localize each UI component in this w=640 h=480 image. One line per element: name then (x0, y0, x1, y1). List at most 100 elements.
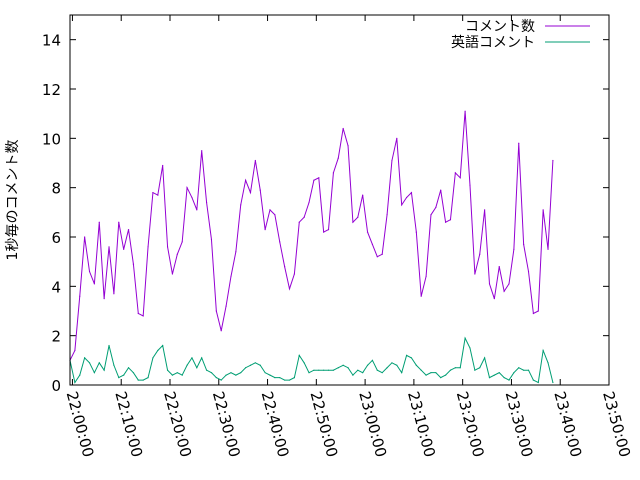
data-point (191, 357, 193, 359)
x-tick-label: 22:00:00 (63, 389, 98, 459)
data-point (357, 369, 359, 371)
data-point (303, 216, 305, 218)
data-point (274, 377, 276, 379)
data-point (440, 189, 442, 191)
data-point (362, 372, 364, 374)
data-point (103, 298, 105, 300)
data-point (157, 194, 159, 196)
data-point (513, 372, 515, 374)
data-point (181, 374, 183, 376)
data-point (503, 290, 505, 292)
data-point (279, 377, 281, 379)
data-point (415, 231, 417, 233)
data-point (493, 298, 495, 300)
data-point (474, 369, 476, 371)
data-point (132, 263, 135, 265)
data-point (386, 367, 388, 369)
x-tick-label: 22:20:00 (160, 389, 195, 459)
data-point (479, 253, 481, 255)
y-tick-label: 8 (51, 180, 61, 198)
data-point (376, 256, 378, 258)
data-point (479, 367, 481, 369)
x-tick-label: 22:30:00 (209, 389, 244, 459)
data-point (493, 374, 495, 376)
data-point (527, 369, 530, 371)
data-point (508, 283, 510, 285)
data-point (347, 145, 349, 147)
data-point (440, 377, 442, 379)
data-point (93, 372, 95, 374)
data-point (108, 344, 110, 347)
data-point (298, 354, 300, 356)
x-tick-label: 23:40:00 (550, 389, 585, 459)
data-point (542, 349, 544, 352)
data-point (288, 379, 291, 381)
data-point (103, 369, 105, 371)
data-point (235, 374, 237, 376)
data-point (347, 367, 349, 369)
data-point (381, 372, 383, 374)
series-0 (69, 110, 554, 361)
data-point (98, 362, 100, 364)
data-point (425, 374, 427, 376)
data-point (352, 221, 354, 223)
data-point (410, 192, 413, 194)
data-point (269, 209, 271, 211)
data-point (454, 367, 456, 369)
data-point (484, 209, 486, 211)
data-point (337, 367, 339, 369)
data-point (401, 372, 403, 374)
data-point (123, 374, 125, 376)
data-point (240, 372, 242, 374)
x-tick-label: 23:10:00 (404, 389, 439, 459)
data-point (254, 159, 256, 162)
data-point (118, 377, 120, 379)
data-point (220, 379, 222, 381)
series-line (69, 111, 554, 361)
data-point (396, 364, 398, 366)
data-point (225, 374, 227, 376)
x-tick-label: 22:40:00 (258, 389, 293, 459)
data-point (264, 372, 266, 374)
data-point (240, 204, 242, 206)
data-point (508, 379, 510, 381)
data-point (230, 275, 232, 278)
data-point (118, 221, 120, 223)
data-point (376, 369, 378, 371)
data-point (245, 367, 247, 369)
data-point (396, 137, 398, 139)
data-point (410, 357, 413, 359)
data-point (171, 374, 174, 376)
data-point (327, 229, 330, 231)
data-point (518, 142, 520, 144)
data-point (405, 196, 408, 199)
data-point (469, 184, 471, 186)
data-point (79, 374, 81, 376)
x-tick-label: 22:10:00 (111, 389, 146, 459)
data-point (162, 344, 164, 347)
data-point (386, 214, 388, 216)
data-point (503, 377, 505, 379)
data-point (269, 374, 271, 376)
data-point (532, 312, 534, 315)
data-point (498, 372, 500, 374)
data-point (342, 127, 344, 130)
data-point (210, 372, 213, 374)
data-point (464, 337, 466, 339)
data-point (186, 187, 188, 189)
data-point (293, 273, 295, 275)
data-point (552, 159, 554, 162)
data-point (147, 377, 149, 379)
data-point (84, 357, 86, 359)
data-point (284, 266, 286, 268)
data-point (313, 369, 315, 371)
series-lines (69, 110, 554, 384)
data-point (137, 379, 139, 381)
data-point (474, 273, 476, 275)
legend-label: コメント数 (465, 19, 535, 35)
series-1 (69, 336, 554, 384)
data-point (88, 270, 91, 273)
data-point (254, 362, 256, 364)
data-point (274, 214, 276, 216)
